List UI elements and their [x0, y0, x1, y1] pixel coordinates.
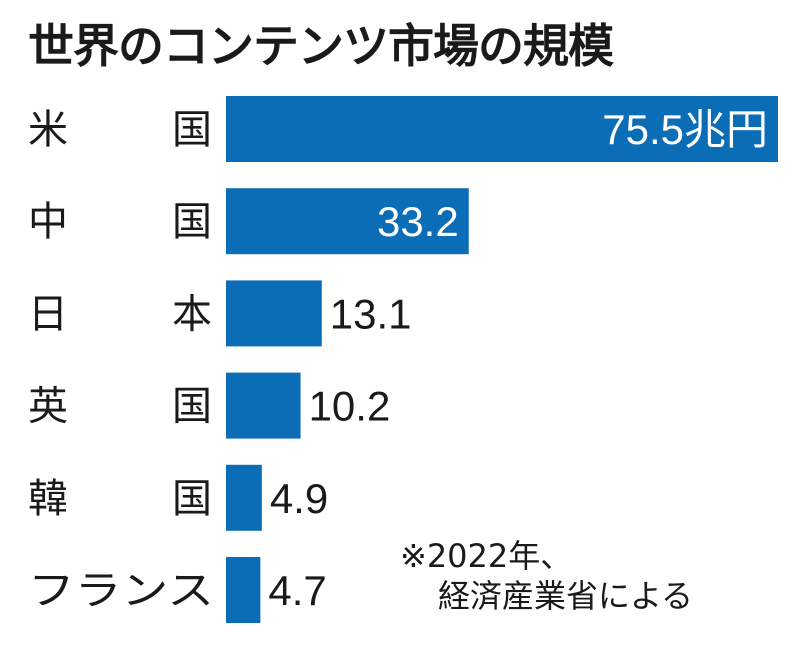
bar-0: [226, 96, 778, 162]
category-label-1-b: 国: [172, 199, 212, 245]
category-label-0-a: 米: [28, 107, 68, 153]
value-label-1: 33.2: [377, 198, 459, 245]
bar-3: [226, 372, 301, 439]
note-line-2: 経済産業省による: [438, 577, 694, 615]
chart-title: 世界のコンテンツ市場の規模: [28, 19, 614, 73]
source-note: ※2022年、 経済産業省による: [400, 536, 693, 616]
bar-4: [226, 464, 262, 531]
note-line-1: ※2022年、: [400, 537, 573, 575]
category-label-1-a: 中: [28, 199, 68, 245]
category-label-3-b: 国: [172, 384, 212, 430]
bar-5: [226, 557, 261, 623]
value-label-0: 75.5兆円: [602, 106, 768, 153]
category-label-3-a: 英: [28, 384, 68, 430]
category-label-4-a: 韓: [28, 476, 68, 522]
category-label-2-a: 日: [28, 291, 68, 337]
bar-1: [226, 188, 469, 255]
category-label-2-b: 本: [172, 291, 212, 337]
bar-2: [226, 280, 322, 347]
category-label-0-b: 国: [172, 107, 212, 153]
value-label-5: 4.7: [268, 567, 326, 614]
value-label-4: 4.9: [270, 475, 328, 522]
category-label-5: フランス: [28, 568, 214, 614]
value-label-3: 10.2: [309, 383, 391, 430]
value-label-2: 13.1: [330, 290, 412, 337]
category-label-4-b: 国: [172, 476, 212, 522]
